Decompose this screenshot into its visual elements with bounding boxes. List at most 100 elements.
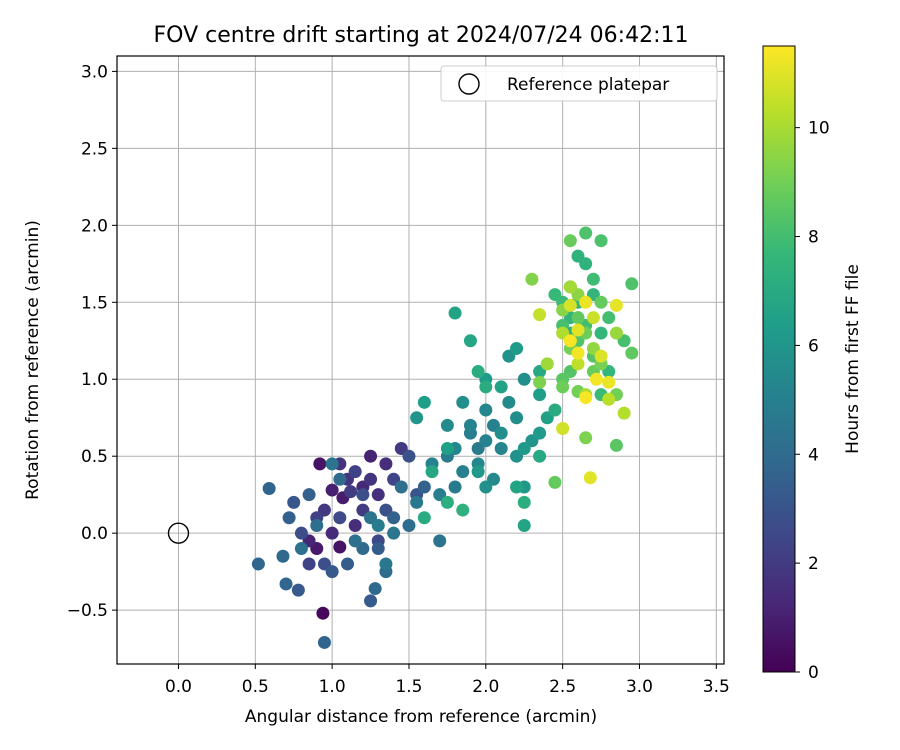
scatter-point: [617, 406, 631, 420]
x-tick-label: 3.5: [703, 677, 730, 697]
scatter-point: [371, 542, 385, 556]
scatter-point: [586, 311, 600, 325]
scatter-point: [417, 395, 431, 409]
colorbar-tick-label: 6: [808, 336, 819, 356]
scatter-point: [262, 482, 276, 496]
legend: Reference platepar: [440, 65, 718, 102]
scatter-point: [348, 534, 362, 548]
scatter-point: [494, 426, 508, 440]
colorbar-tick-label: 8: [808, 228, 819, 248]
x-tick-label: 2.5: [549, 677, 576, 697]
scatter-point: [364, 472, 378, 486]
grid-lines: [117, 56, 724, 664]
scatter-point: [410, 495, 424, 509]
scatter-points: [251, 226, 639, 649]
scatter-point: [368, 582, 382, 596]
scatter-point: [502, 395, 516, 409]
colorbar-tick-label: 10: [808, 119, 830, 139]
scatter-point: [387, 511, 401, 525]
reference-marker: [167, 522, 190, 544]
x-tick-label: 3.0: [626, 677, 653, 697]
scatter-point: [510, 480, 524, 494]
scatter-point: [291, 583, 305, 597]
scatter-point: [417, 511, 431, 525]
scatter-point: [333, 472, 347, 486]
scatter-point: [410, 411, 424, 425]
x-tick-label: 1.0: [319, 677, 346, 697]
scatter-point: [448, 480, 462, 494]
scatter-point: [364, 449, 378, 463]
y-tick-label: −0.5: [67, 601, 108, 621]
scatter-point: [609, 438, 623, 452]
scatter-point: [379, 457, 393, 471]
scatter-point: [325, 483, 339, 497]
scatter-point: [594, 349, 608, 363]
scatter-point: [402, 518, 416, 532]
scatter-point: [341, 557, 355, 571]
scatter-point: [563, 334, 577, 348]
scatter-point: [602, 311, 616, 325]
chart-title: FOV centre drift starting at 2024/07/24 …: [154, 23, 689, 48]
scatter-point: [316, 606, 330, 620]
scatter-point: [463, 334, 477, 348]
scatter-point: [533, 308, 547, 322]
scatter-point: [479, 434, 493, 448]
scatter-point: [579, 257, 593, 271]
scatter-point: [440, 495, 454, 509]
legend-marker-open-circle: [458, 73, 480, 95]
scatter-point: [333, 511, 347, 525]
y-tick-label: 0.0: [81, 524, 108, 544]
scatter-point: [533, 375, 547, 389]
colorbar-gradient: [762, 45, 796, 673]
scatter-point: [402, 449, 416, 463]
scatter-point: [294, 542, 308, 556]
scatter-point: [517, 495, 531, 509]
scatter-point: [517, 442, 531, 456]
colorbar-tick-label: 4: [808, 445, 819, 465]
scatter-point: [348, 518, 362, 532]
x-tick-label: 1.5: [395, 677, 422, 697]
scatter-point: [440, 442, 454, 456]
scatter-point: [602, 392, 616, 406]
scatter-point: [479, 403, 493, 417]
scatter-point: [625, 346, 639, 360]
scatter-point: [625, 277, 639, 291]
colorbar-tick-label: 0: [808, 663, 819, 683]
scatter-point: [379, 557, 393, 571]
scatter-point: [579, 226, 593, 240]
scatter-point: [579, 431, 593, 445]
scatter-point: [533, 426, 547, 440]
scatter-point: [317, 635, 331, 649]
scatter-point: [571, 323, 585, 337]
scatter-point: [540, 357, 554, 371]
scatter-point: [294, 526, 308, 540]
scatter-point: [448, 306, 462, 320]
scatter-point: [594, 295, 608, 309]
scatter-point: [325, 565, 339, 579]
y-tick-label: 0.5: [81, 447, 108, 467]
scatter-point: [517, 518, 531, 532]
scatter-point: [583, 471, 597, 485]
scatter-point: [348, 465, 362, 479]
scatter-point: [517, 372, 531, 386]
scatter-point: [344, 485, 358, 499]
scatter-point: [510, 411, 524, 425]
scatter-point: [325, 526, 339, 540]
scatter-point: [356, 488, 370, 502]
scatter-point: [510, 341, 524, 355]
scatter-point: [533, 388, 547, 402]
scatter-point: [556, 421, 570, 435]
colorbar: 0 2 4 6 8 10 Hours from first FF file: [762, 45, 863, 683]
legend-label: Reference platepar: [507, 75, 669, 95]
scatter-point: [609, 298, 623, 312]
scatter-point: [594, 326, 608, 340]
scatter-point: [251, 557, 265, 571]
scatter-point: [533, 449, 547, 463]
colorbar-tick-label: 2: [808, 554, 819, 574]
scatter-point: [302, 557, 316, 571]
scatter-point: [279, 577, 293, 591]
scatter-point: [589, 372, 603, 386]
scatter-point: [440, 418, 454, 432]
scatter-point: [571, 357, 585, 371]
